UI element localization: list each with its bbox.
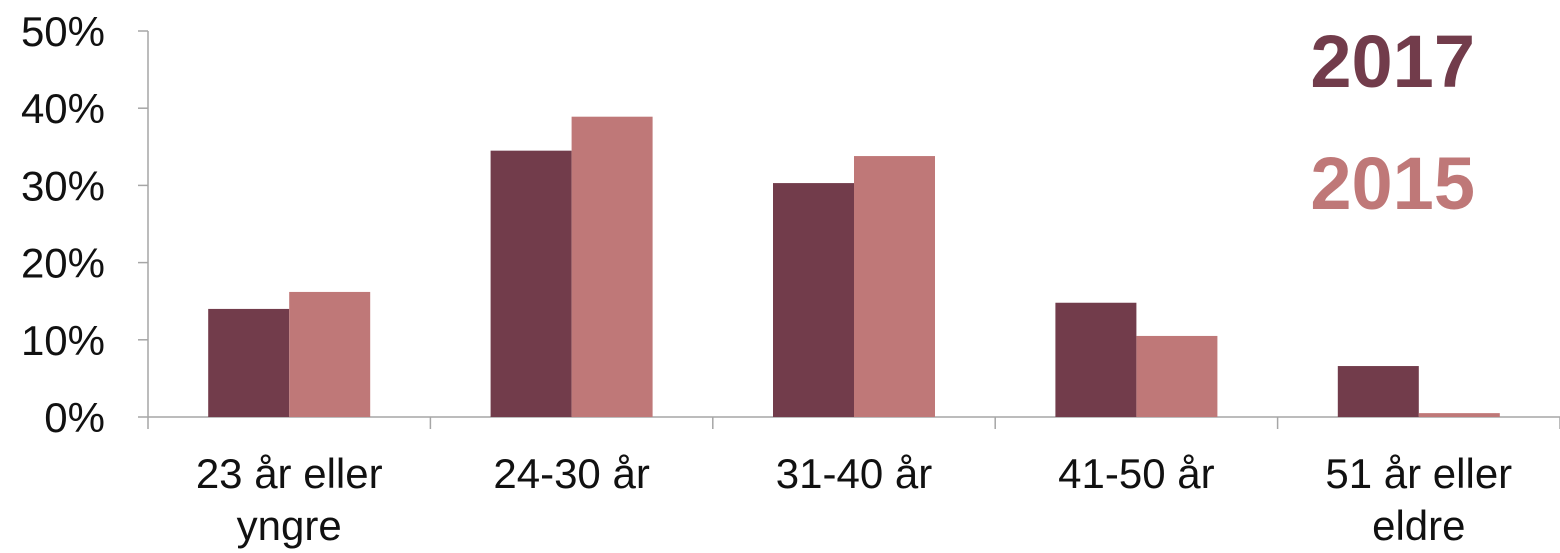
category-label: yngre xyxy=(237,502,342,549)
bar-2015-2 xyxy=(854,156,935,417)
category-labels: 23 år eller yngre 24-30 år 31-40 år 41-50 år… xyxy=(196,450,1512,549)
bars xyxy=(208,116,1500,417)
category-label: eldre xyxy=(1372,502,1465,549)
bar-2015-3 xyxy=(1136,335,1218,417)
legend-entry-2015: 2015 xyxy=(1310,142,1475,225)
legend-entry-2017: 2017 xyxy=(1310,20,1475,103)
y-tick-label: 30% xyxy=(21,162,105,209)
bar-2015-0 xyxy=(289,291,371,417)
bar-2015-1 xyxy=(571,116,653,417)
y-tick-label: 20% xyxy=(21,240,105,287)
y-tick-label: 40% xyxy=(21,85,105,132)
category-label: 24-30 år xyxy=(493,450,649,497)
y-tick-label: 50% xyxy=(21,8,105,55)
bar-2015-4 xyxy=(1418,413,1500,417)
category-label: 31-40 år xyxy=(776,450,932,497)
y-tick-label: 10% xyxy=(21,317,105,364)
legend: 2017 2015 xyxy=(1310,20,1475,225)
category-label: 23 år eller xyxy=(196,450,383,497)
bar-2017-0 xyxy=(208,308,290,417)
category-label: 51 år eller xyxy=(1325,450,1512,497)
y-tick-labels: 0% 10% 20% 30% 40% 50% xyxy=(21,8,105,441)
y-tick-label: 0% xyxy=(44,394,105,441)
bar-2017-2 xyxy=(773,183,854,417)
bar-2017-1 xyxy=(490,150,572,417)
bar-2017-3 xyxy=(1055,302,1137,417)
category-label: 41-50 år xyxy=(1058,450,1214,497)
bar-2017-4 xyxy=(1337,366,1419,417)
